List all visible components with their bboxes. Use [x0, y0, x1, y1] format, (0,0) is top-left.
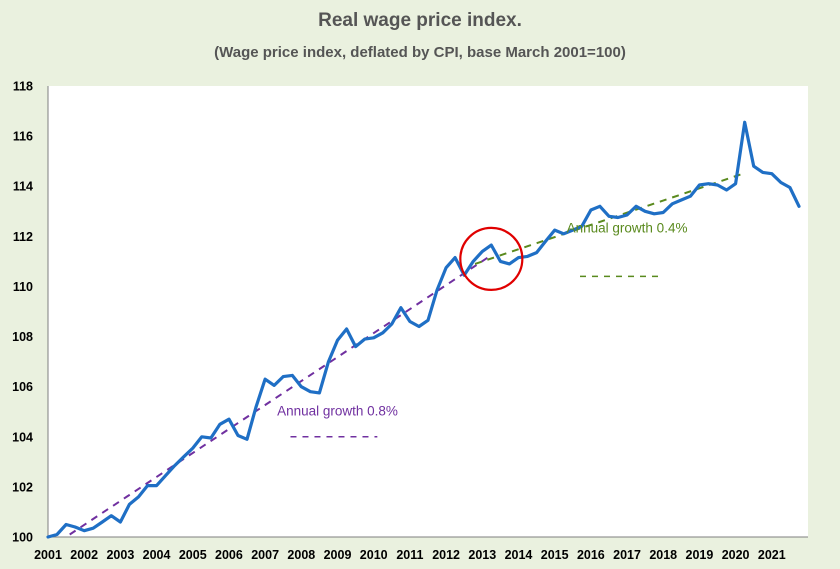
series-layer — [46, 120, 801, 539]
plot-area — [48, 86, 808, 537]
series-line — [46, 120, 801, 539]
y-tick-label: 106 — [12, 380, 33, 394]
x-tick-label: 2017 — [613, 548, 641, 562]
x-tick-label: 2015 — [541, 548, 569, 562]
x-tick-label: 2020 — [722, 548, 750, 562]
y-tick-label: 100 — [12, 531, 33, 545]
x-tick-label: 2006 — [215, 548, 243, 562]
y-tick-label: 108 — [12, 330, 33, 344]
x-tick-label: 2016 — [577, 548, 605, 562]
x-tick-label: 2021 — [758, 548, 786, 562]
x-tick-label: 2011 — [396, 548, 423, 562]
chart-subtitle: (Wage price index, deflated by CPI, base… — [214, 44, 626, 61]
x-tick-label: 2014 — [505, 548, 533, 562]
x-tick-label: 2003 — [106, 548, 134, 562]
y-tick-label: 116 — [13, 130, 33, 144]
y-tick-label: 104 — [12, 430, 33, 444]
x-tick-label: 2001 — [34, 548, 62, 562]
x-tick-label: 2008 — [287, 548, 315, 562]
x-tick-label: 2005 — [179, 548, 207, 562]
annotations: Annual growth 0.8% Annual growth 0.4% — [277, 221, 688, 438]
x-tick-label: 2010 — [360, 548, 388, 562]
highlight-layer — [459, 226, 524, 291]
y-tick-label: 118 — [13, 80, 33, 94]
y-tick-label: 114 — [13, 180, 33, 194]
x-tick-label: 2007 — [251, 548, 279, 562]
x-tick-label: 2009 — [324, 548, 352, 562]
x-tick-label: 2002 — [70, 548, 98, 562]
x-tick-label: 2012 — [432, 548, 460, 562]
y-tick-label: 112 — [13, 230, 33, 244]
x-tick-label: 2018 — [649, 548, 677, 562]
x-tick-label: 2019 — [686, 548, 714, 562]
y-tick-label: 110 — [13, 280, 33, 294]
x-tick-label: 2004 — [143, 548, 171, 562]
trendline-label: Annual growth 0.8% — [277, 403, 398, 418]
y-axis: 100 102 104 106 108 110 112 114 116 118 — [12, 80, 49, 545]
y-tick-label: 102 — [12, 480, 33, 494]
trendline — [69, 255, 491, 536]
x-tick-label: 2013 — [468, 548, 496, 562]
highlight-circle — [459, 226, 524, 291]
chart-title: Real wage price index. — [318, 10, 522, 31]
trendline-label: Annual growth 0.4% — [567, 221, 688, 236]
x-axis: 2001 2002 2003 2004 2005 2006 2007 2008 2009 2010… — [34, 536, 808, 562]
